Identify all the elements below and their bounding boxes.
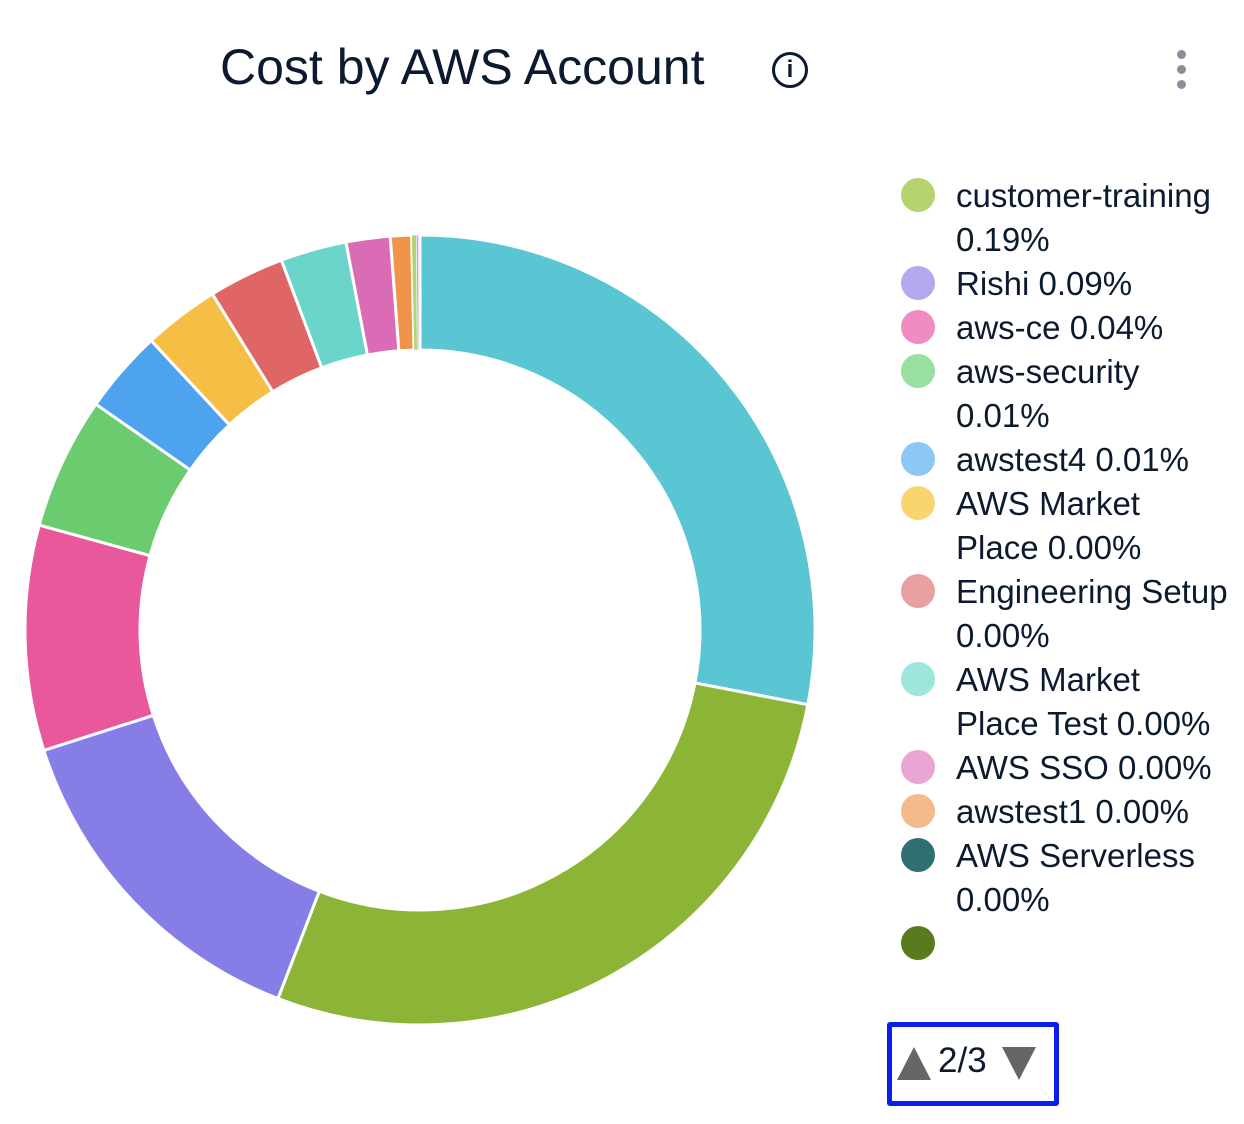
- legend-color-dot: [901, 662, 935, 696]
- legend-label: AWS Market Place Test 0.00%: [956, 661, 1211, 742]
- donut-chart: [23, 233, 817, 1027]
- legend-color-dot: [901, 794, 935, 828]
- page-indicator: 2/3: [938, 1041, 987, 1080]
- kebab-menu-icon[interactable]: [1170, 50, 1192, 92]
- legend-label: awstest4 0.01%: [956, 441, 1189, 478]
- triangle-down-icon[interactable]: [1002, 1047, 1036, 1080]
- legend-label: Engineering Setup 0.00%: [956, 573, 1228, 654]
- legend-item[interactable]: AWS Market Place Test 0.00%: [898, 658, 1228, 746]
- legend-label: Rishi 0.09%: [956, 265, 1133, 302]
- donut-slice[interactable]: [41, 713, 322, 1001]
- legend-color-dot: [901, 354, 935, 388]
- legend: customer-training 0.19% Rishi 0.09% aws-ce…: [898, 174, 1228, 1022]
- donut-slice[interactable]: [275, 681, 810, 1027]
- chart-title: Cost by AWS Account: [220, 39, 705, 95]
- legend-color-dot: [901, 178, 935, 212]
- info-icon[interactable]: i: [772, 52, 808, 88]
- legend-item[interactable]: awstest1 0.00%: [898, 790, 1228, 834]
- donut-slice[interactable]: [23, 523, 156, 753]
- legend-color-dot: [901, 266, 935, 300]
- legend-item[interactable]: Rishi 0.09%: [898, 262, 1228, 306]
- legend-item[interactable]: customer-training 0.19%: [898, 174, 1228, 262]
- legend-color-dot: [901, 926, 935, 960]
- legend-item[interactable]: awstest4 0.01%: [898, 438, 1228, 482]
- legend-color-dot: [901, 486, 935, 520]
- legend-color-dot: [901, 310, 935, 344]
- legend-color-dot: [901, 442, 935, 476]
- legend-label: AWS Market Place 0.00%: [956, 485, 1142, 566]
- legend-label: aws-security 0.01%: [956, 353, 1140, 434]
- legend-pager: 2/3: [887, 1022, 1059, 1106]
- legend-label: customer-training 0.19%: [956, 177, 1211, 258]
- legend-label: aws-ce 0.04%: [956, 309, 1164, 346]
- legend-item[interactable]: AWS Market Place 0.00%: [898, 482, 1228, 570]
- legend-color-dot: [901, 750, 935, 784]
- triangle-up-icon[interactable]: [897, 1047, 931, 1080]
- legend-color-dot: [901, 838, 935, 872]
- legend-color-dot: [901, 574, 935, 608]
- legend-label: AWS SSO 0.00%: [956, 749, 1212, 786]
- legend-label: AWS Serverless 0.00%: [956, 837, 1195, 918]
- legend-item[interactable]: aws-ce 0.04%: [898, 306, 1228, 350]
- donut-slice[interactable]: [418, 233, 817, 707]
- legend-item[interactable]: aws-security 0.01%: [898, 350, 1228, 438]
- legend-item[interactable]: AWS Serverless 0.00%: [898, 834, 1228, 922]
- legend-item[interactable]: AWS SSO 0.00%: [898, 746, 1228, 790]
- legend-item[interactable]: Engineering Setup 0.00%: [898, 570, 1228, 658]
- legend-label: awstest1 0.00%: [956, 793, 1189, 830]
